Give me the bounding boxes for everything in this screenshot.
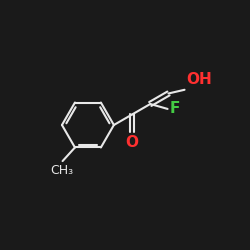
Text: F: F <box>170 102 180 116</box>
Text: O: O <box>126 135 138 150</box>
Text: OH: OH <box>186 72 212 87</box>
Text: CH₃: CH₃ <box>50 164 73 177</box>
